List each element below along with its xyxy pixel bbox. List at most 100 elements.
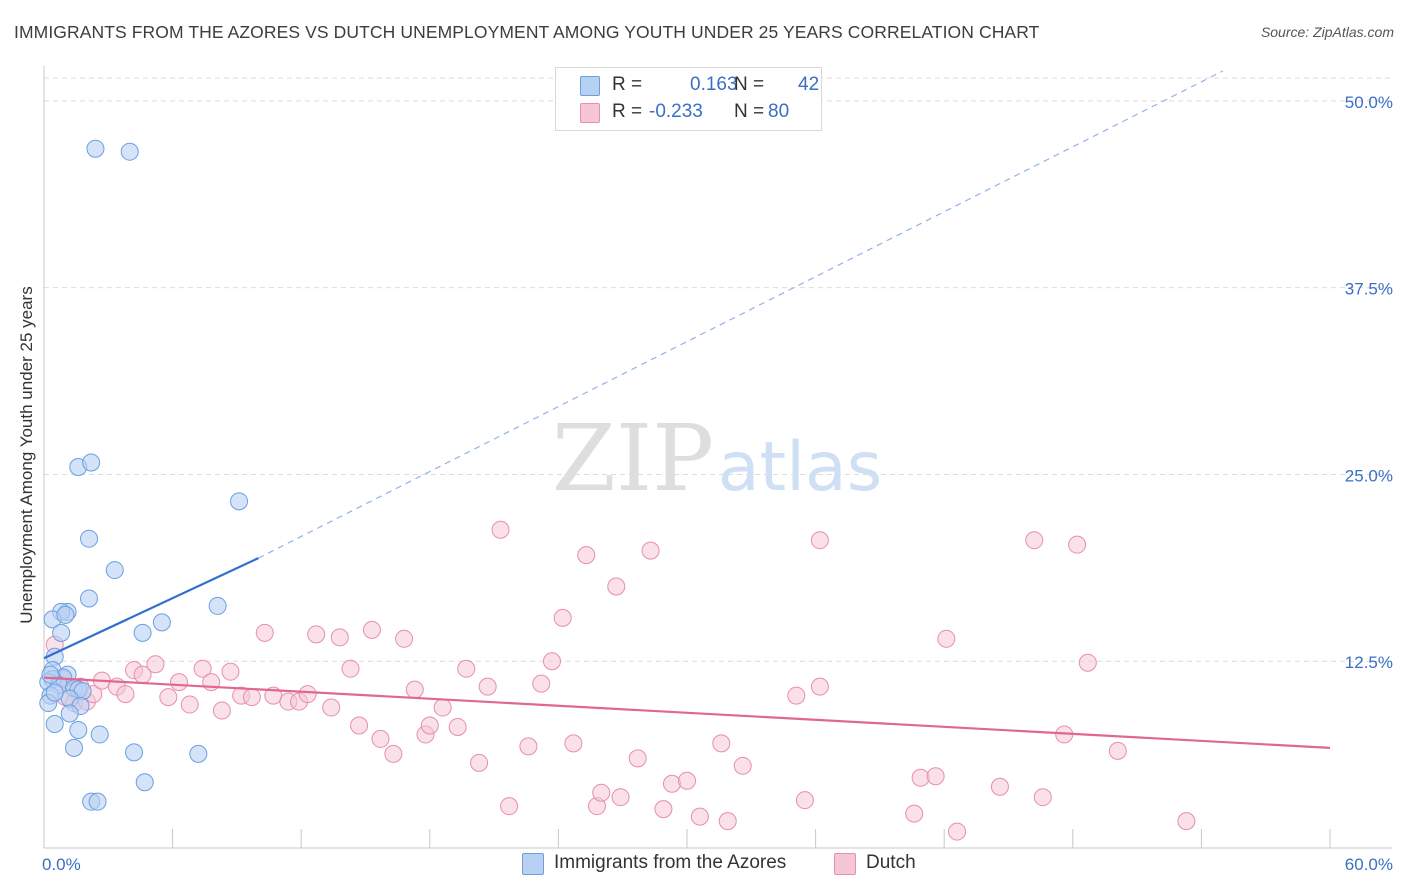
data-point-azores <box>125 743 144 762</box>
trend-line-azores <box>43 557 259 660</box>
legend-r-value: 0.163 <box>690 74 738 95</box>
data-point-dutch <box>255 623 274 642</box>
legend-swatch-azores <box>522 853 544 875</box>
data-point-dutch <box>519 737 538 756</box>
data-point-dutch <box>937 629 956 648</box>
data-point-azores <box>133 623 152 642</box>
data-point-dutch <box>1078 653 1097 672</box>
data-point-dutch <box>911 768 930 787</box>
data-point-dutch <box>810 531 829 550</box>
data-point-dutch <box>242 688 261 707</box>
data-point-dutch <box>1177 812 1196 831</box>
data-point-dutch <box>384 744 403 763</box>
data-point-dutch <box>330 628 349 647</box>
data-point-azores <box>86 139 105 158</box>
data-point-dutch <box>420 716 439 735</box>
data-point-azores <box>90 725 109 744</box>
data-point-azores <box>82 453 101 472</box>
data-point-azores <box>80 529 99 548</box>
data-point-azores <box>208 596 227 615</box>
data-point-dutch <box>611 788 630 807</box>
legend-swatch-azores <box>580 76 600 96</box>
data-point-dutch <box>159 688 178 707</box>
data-point-dutch <box>712 734 731 753</box>
data-point-dutch <box>341 659 360 678</box>
dutch-points <box>45 520 1196 841</box>
y-tick-label: 37.5% <box>1345 280 1393 299</box>
data-point-dutch <box>457 659 476 678</box>
legend-label-dutch: Dutch <box>866 852 916 873</box>
y-axis-label: Unemployment Among Youth under 25 years <box>17 286 36 624</box>
x-tick-label-min: 0.0% <box>42 855 81 874</box>
axes-layer <box>43 66 1392 849</box>
data-point-dutch <box>350 716 369 735</box>
data-point-dutch <box>500 797 519 816</box>
data-point-dutch <box>371 729 390 748</box>
data-point-azores <box>230 492 249 511</box>
tick-labels: 12.5% 25.0% 37.5% 50.0% 0.0% 60.0% <box>42 93 1393 874</box>
legend-n-value: 80 <box>768 101 790 122</box>
data-point-dutch <box>405 680 424 699</box>
data-point-azores <box>80 589 99 608</box>
data-point-dutch <box>607 577 626 596</box>
data-point-azores <box>135 773 154 792</box>
data-point-azores <box>45 683 64 702</box>
data-point-dutch <box>322 698 341 717</box>
data-point-dutch <box>948 822 967 841</box>
trend-line-azores-dashed <box>258 70 1224 559</box>
legend-swatch-dutch <box>834 853 856 875</box>
data-point-dutch <box>690 807 709 826</box>
data-point-dutch <box>628 749 647 768</box>
data-point-dutch <box>733 756 752 775</box>
data-point-azores <box>60 704 79 723</box>
grid-layer <box>44 77 1392 662</box>
data-point-dutch <box>718 812 737 831</box>
legend-n-label: N = <box>734 101 765 122</box>
data-point-dutch <box>810 677 829 696</box>
x-tick-label-max: 60.0% <box>1345 855 1393 874</box>
data-point-dutch <box>577 546 596 565</box>
data-point-azores <box>65 738 84 757</box>
data-point-dutch <box>990 777 1009 796</box>
watermark: ZIP atlas <box>552 405 882 512</box>
data-point-dutch <box>1108 741 1127 760</box>
data-point-azores <box>69 720 88 739</box>
data-point-dutch <box>448 717 467 736</box>
source-label: Source: ZipAtlas.com <box>1260 24 1394 40</box>
watermark-atlas: atlas <box>718 428 882 507</box>
legend-r-label: R = <box>612 74 643 95</box>
data-point-dutch <box>298 685 317 704</box>
data-point-dutch <box>395 629 414 648</box>
data-point-dutch <box>170 673 189 692</box>
legend-swatch-dutch <box>580 103 600 123</box>
data-point-dutch <box>926 767 945 786</box>
data-point-dutch <box>1025 531 1044 550</box>
y-tick-label: 25.0% <box>1345 466 1393 485</box>
legend-r-value: -0.233 <box>649 101 703 122</box>
data-point-dutch <box>678 771 696 790</box>
data-point-dutch <box>212 701 231 720</box>
data-point-azores <box>120 142 139 161</box>
legend-label-azores: Immigrants from the Azores <box>554 852 787 873</box>
data-point-dutch <box>433 698 452 717</box>
data-point-dutch <box>146 655 165 674</box>
data-point-dutch <box>654 800 673 819</box>
data-point-dutch <box>491 520 510 539</box>
data-point-dutch <box>564 734 583 753</box>
legend-n-value: 42 <box>798 74 820 95</box>
y-tick-label: 12.5% <box>1345 653 1393 672</box>
data-point-azores <box>189 744 208 763</box>
data-point-dutch <box>553 608 572 627</box>
data-point-dutch <box>307 625 326 644</box>
data-point-azores <box>152 613 171 632</box>
watermark-zip: ZIP <box>552 405 714 512</box>
data-point-dutch <box>641 541 660 560</box>
trend-lines <box>43 70 1331 749</box>
legend-n-label: N = <box>734 74 765 95</box>
data-point-dutch <box>542 652 561 671</box>
legend-stats: R = 0.163 N = 42 R = -0.233 N = 80 <box>555 67 822 131</box>
data-point-dutch <box>787 686 806 705</box>
data-point-dutch <box>905 804 924 823</box>
data-point-dutch <box>470 753 489 772</box>
